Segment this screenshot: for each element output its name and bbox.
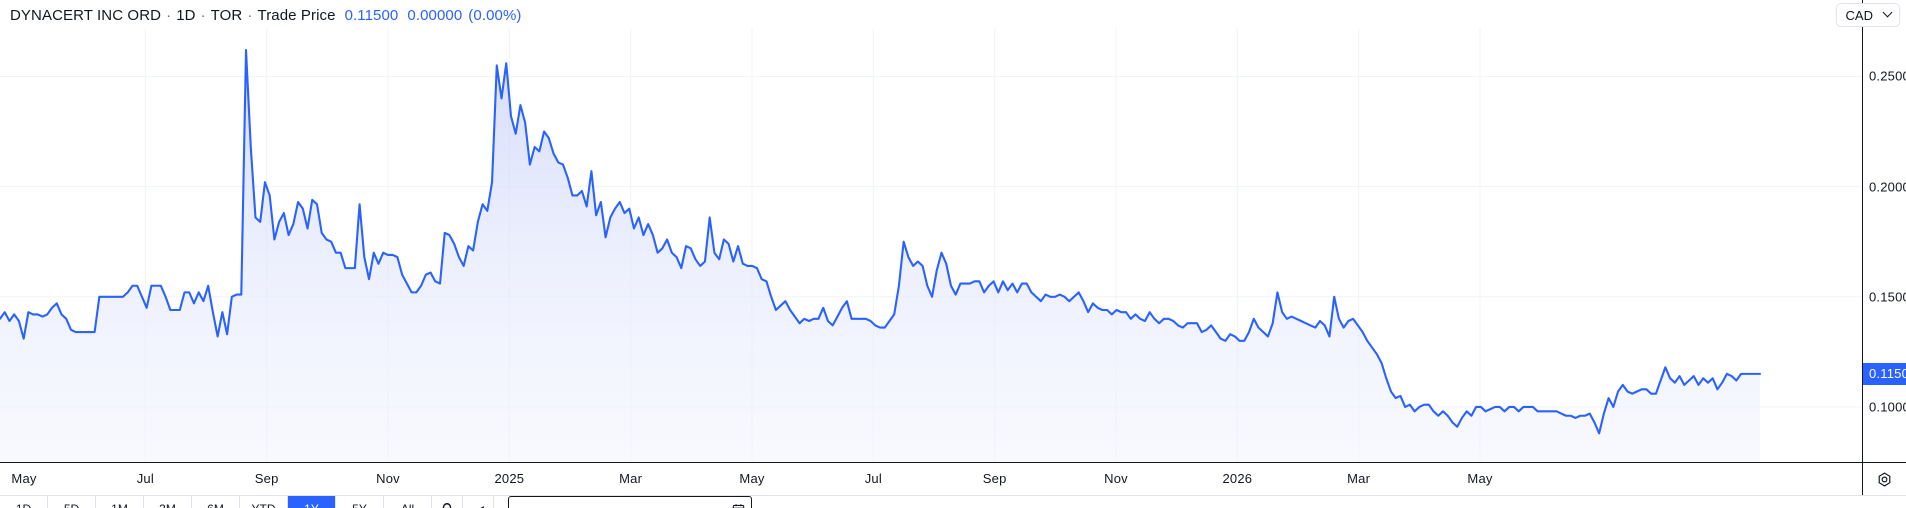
price-line: [0, 48, 1762, 435]
legend-separator-1: ·: [166, 6, 172, 24]
range-button-1y[interactable]: 1Y: [288, 496, 336, 508]
legend-separator-2: ·: [200, 6, 206, 24]
magnet-icon-button[interactable]: [432, 496, 463, 508]
chevron-down-icon: [1884, 9, 1893, 18]
series-label: Trade Price: [257, 6, 336, 24]
currency-select[interactable]: CAD: [1835, 3, 1900, 27]
calendar-icon: [732, 503, 745, 508]
range-button-all[interactable]: All: [384, 496, 432, 508]
range-button-ytd[interactable]: YTD: [240, 496, 288, 508]
range-button-1m[interactable]: 1M: [96, 496, 144, 508]
range-button-6m[interactable]: 6M: [192, 496, 240, 508]
range-button-5y[interactable]: 5Y: [336, 496, 384, 508]
legend-separator-3: ·: [247, 6, 253, 24]
time-tick: May: [1467, 471, 1493, 486]
chart-legend: DYNACERT INC ORD · 1D · TOR · Trade Pric…: [10, 4, 522, 26]
range-button-group[interactable]: 1D5D1M3M6MYTD1Y5YAll: [0, 496, 432, 508]
time-tick: Mar: [1347, 471, 1371, 486]
range-button-5d[interactable]: 5D: [48, 496, 96, 508]
crosshair-target-icon: [1878, 471, 1891, 487]
time-tick: Mar: [619, 471, 643, 486]
last-price-value: 0.11500: [344, 6, 399, 24]
time-tick: Jul: [864, 471, 882, 486]
price-tick: 0.25000: [1869, 68, 1906, 84]
symbol-name[interactable]: DYNACERT INC ORD: [10, 6, 162, 24]
range-button-3m[interactable]: 3M: [144, 496, 192, 508]
toolbar-tail: [752, 496, 1906, 508]
exchange-label: TOR: [210, 6, 243, 24]
time-tick: Sep: [254, 471, 279, 486]
range-button-1d[interactable]: 1D: [0, 496, 48, 508]
date-range-field[interactable]: [508, 496, 752, 508]
time-axis[interactable]: May Jul Sep Nov 2025 Mar May Jul Sep Nov 2026 Mar Ma…: [0, 462, 1862, 495]
bottom-toolbar[interactable]: 1D5D1M3M6MYTD1Y5YAll: [0, 495, 1906, 508]
time-tick: 2026: [1222, 471, 1253, 486]
time-tick: Jul: [136, 471, 154, 486]
price-tick: 0.20000: [1869, 179, 1906, 195]
price-area-fill: [0, 50, 1760, 462]
time-tick: Nov: [376, 471, 400, 486]
toolbar-spacer: [494, 496, 508, 508]
current-price-badge: 0.11500: [1863, 362, 1906, 385]
time-tick: 2025: [494, 471, 525, 486]
currency-value: CAD: [1845, 7, 1873, 23]
trend-line-icon-button[interactable]: [463, 496, 494, 508]
change-absolute-value: 0.00000: [407, 6, 463, 24]
time-tick: May: [11, 471, 37, 486]
reset-chart-button[interactable]: [1862, 462, 1906, 495]
time-tick: Nov: [1104, 471, 1128, 486]
time-tick: Sep: [982, 471, 1007, 486]
trend-line-icon: [480, 505, 484, 508]
price-tick: 0.10000: [1869, 399, 1906, 415]
magnet-icon: [442, 503, 452, 508]
chart-plot-area[interactable]: [0, 28, 1862, 462]
time-tick: May: [739, 471, 765, 486]
interval-label[interactable]: 1D: [176, 6, 196, 24]
price-series-svg: [0, 28, 1862, 462]
change-percent-value: (0.00%): [468, 6, 522, 24]
grid-lines: [0, 28, 1862, 462]
